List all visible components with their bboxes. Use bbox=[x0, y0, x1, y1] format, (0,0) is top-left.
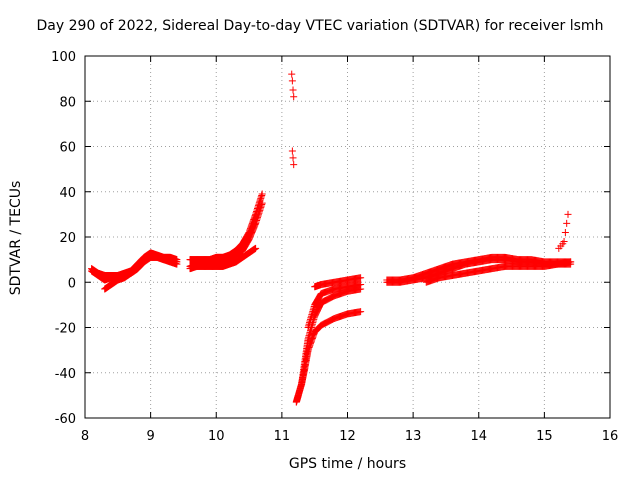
y-tick-label: -40 bbox=[55, 367, 76, 382]
x-axis-label: GPS time / hours bbox=[288, 456, 407, 472]
data-point bbox=[289, 86, 297, 94]
data-point bbox=[288, 70, 296, 78]
x-tick-label: 9 bbox=[146, 429, 154, 444]
y-tick-label: -20 bbox=[55, 322, 76, 337]
axis-ticks: 8 9 10 11 12 13 14 15 16 100 80 60 40 20 0 -20 -40 -60 bbox=[51, 50, 618, 444]
x-tick-label: 16 bbox=[602, 429, 619, 444]
data-point bbox=[357, 308, 365, 316]
x-tick-label: 11 bbox=[274, 429, 291, 444]
x-tick-label: 14 bbox=[470, 429, 487, 444]
data-point bbox=[357, 274, 365, 282]
y-tick-label: 0 bbox=[68, 276, 76, 291]
data-point bbox=[290, 161, 298, 169]
data-point bbox=[289, 154, 297, 162]
data-point bbox=[561, 228, 569, 236]
data-point bbox=[567, 258, 575, 266]
x-tick-label: 10 bbox=[208, 429, 225, 444]
data-point bbox=[258, 199, 266, 207]
y-tick-label: -60 bbox=[55, 412, 76, 427]
data-point bbox=[560, 238, 568, 246]
data-point bbox=[563, 219, 571, 227]
data-points bbox=[88, 70, 575, 406]
x-tick-label: 15 bbox=[536, 429, 553, 444]
y-axis-label: SDTVAR / TECUs bbox=[8, 180, 24, 296]
y-tick-label: 80 bbox=[59, 95, 76, 110]
chart-title: Day 290 of 2022, Sidereal Day-to-day VTE… bbox=[36, 18, 604, 34]
data-point bbox=[290, 93, 298, 101]
y-tick-label: 100 bbox=[51, 50, 76, 65]
y-tick-label: 60 bbox=[59, 141, 76, 156]
y-tick-label: 20 bbox=[59, 231, 76, 246]
data-point bbox=[173, 260, 181, 268]
y-tick-label: 40 bbox=[59, 186, 76, 201]
data-point bbox=[288, 147, 296, 155]
data-point bbox=[564, 210, 572, 218]
data-point bbox=[357, 281, 365, 289]
x-tick-label: 13 bbox=[405, 429, 422, 444]
data-point bbox=[252, 244, 260, 252]
data-point bbox=[258, 190, 266, 198]
x-tick-label: 8 bbox=[81, 429, 89, 444]
data-point bbox=[288, 77, 296, 85]
grid bbox=[85, 56, 610, 418]
x-tick-label: 12 bbox=[339, 429, 356, 444]
